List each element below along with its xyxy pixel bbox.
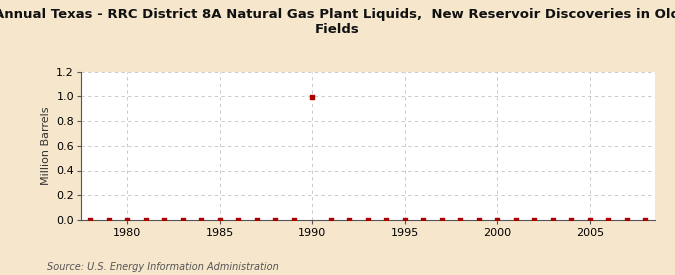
Point: [159, 218, 169, 222]
Point: [510, 218, 521, 222]
Point: [196, 218, 207, 222]
Point: [103, 218, 114, 222]
Text: Source: U.S. Energy Information Administration: Source: U.S. Energy Information Administ…: [47, 262, 279, 272]
Point: [381, 218, 392, 222]
Point: [270, 218, 281, 222]
Point: [215, 218, 225, 222]
Point: [529, 218, 540, 222]
Point: [233, 218, 244, 222]
Point: [307, 95, 318, 99]
Point: [418, 218, 429, 222]
Point: [455, 218, 466, 222]
Point: [178, 218, 188, 222]
Text: Annual Texas - RRC District 8A Natural Gas Plant Liquids,  New Reservoir Discove: Annual Texas - RRC District 8A Natural G…: [0, 8, 675, 36]
Point: [325, 218, 336, 222]
Point: [362, 218, 373, 222]
Point: [640, 218, 651, 222]
Point: [585, 218, 595, 222]
Y-axis label: Million Barrels: Million Barrels: [40, 106, 51, 185]
Point: [400, 218, 410, 222]
Point: [344, 218, 355, 222]
Point: [66, 218, 77, 222]
Point: [547, 218, 558, 222]
Point: [140, 218, 151, 222]
Point: [622, 218, 632, 222]
Point: [603, 218, 614, 222]
Point: [474, 218, 485, 222]
Point: [492, 218, 503, 222]
Point: [122, 218, 133, 222]
Point: [437, 218, 448, 222]
Point: [288, 218, 299, 222]
Point: [566, 218, 577, 222]
Point: [251, 218, 262, 222]
Point: [85, 218, 96, 222]
